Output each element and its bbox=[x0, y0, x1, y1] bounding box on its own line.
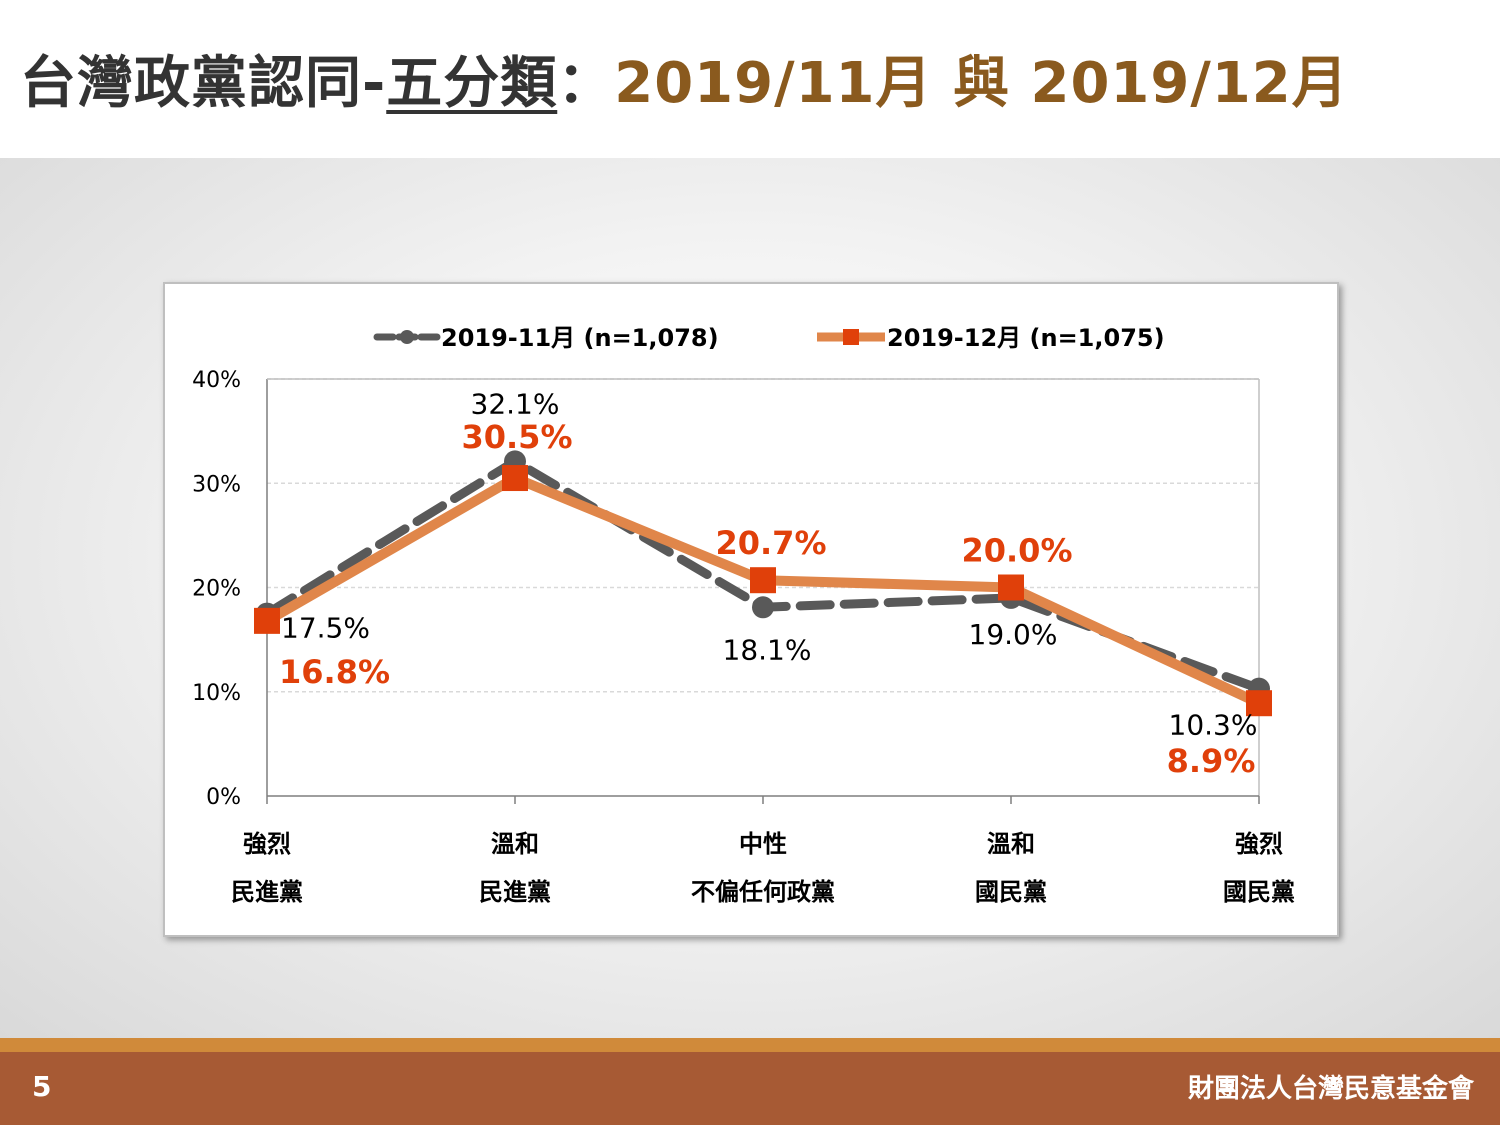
title-separator: ： bbox=[557, 51, 615, 116]
legend-dec-marker bbox=[843, 329, 859, 345]
data-label-nov: 18.1% bbox=[723, 633, 812, 666]
footer-stripe bbox=[0, 1038, 1500, 1052]
data-label-dec: 30.5% bbox=[461, 418, 572, 456]
y-tick-label: 40% bbox=[192, 368, 241, 393]
title-main: 台灣政黨認同- bbox=[20, 51, 387, 116]
y-tick-label: 30% bbox=[192, 472, 241, 497]
series-dec-point bbox=[998, 574, 1024, 601]
data-label-nov: 32.1% bbox=[471, 387, 560, 420]
chart-container: 0% 10% 20% 30% 40% 強烈民進黨 溫和民進黨 中性不偏任何政黨 溫和國民黨 強烈國… bbox=[163, 282, 1339, 937]
legend-nov-marker bbox=[400, 330, 414, 344]
data-label-dec: 16.8% bbox=[279, 653, 390, 691]
series-nov-point bbox=[752, 596, 774, 619]
category-label: 民進黨 bbox=[479, 878, 551, 906]
category-label: 民進黨 bbox=[231, 878, 303, 906]
y-tick-label: 20% bbox=[192, 577, 241, 602]
category-label: 國民黨 bbox=[975, 878, 1047, 906]
data-label-dec: 8.9% bbox=[1167, 742, 1256, 780]
series-dec-point bbox=[1246, 690, 1272, 717]
legend-nov-label: 2019-11月 (n=1,078) bbox=[441, 324, 719, 352]
y-tick-label: 10% bbox=[192, 681, 241, 706]
y-tick-label: 0% bbox=[206, 785, 241, 810]
category-label: 強烈 bbox=[243, 830, 291, 858]
category-label: 強烈 bbox=[1235, 830, 1283, 858]
category-label: 溫和 bbox=[987, 830, 1035, 858]
data-label-dec: 20.7% bbox=[715, 524, 826, 562]
legend: 2019-11月 (n=1,078) 2019-12月 (n=1,075) bbox=[373, 324, 1165, 352]
legend-dec-label: 2019-12月 (n=1,075) bbox=[887, 324, 1165, 352]
category-label: 國民黨 bbox=[1223, 878, 1295, 906]
footer: 5 財團法人台灣民意基金會 bbox=[0, 1052, 1500, 1125]
page-number: 5 bbox=[32, 1070, 52, 1103]
series bbox=[254, 450, 1272, 717]
series-dec-point bbox=[254, 607, 280, 634]
data-label-nov: 10.3% bbox=[1169, 709, 1258, 742]
organization-name: 財團法人台灣民意基金會 bbox=[1187, 1074, 1474, 1104]
series-dec-point bbox=[502, 465, 528, 492]
data-label-dec: 20.0% bbox=[961, 532, 1072, 570]
category-label: 中性 bbox=[739, 830, 787, 858]
data-label-nov: 17.5% bbox=[281, 612, 370, 645]
title-dates: 2019/11月 與 2019/12月 bbox=[614, 51, 1349, 116]
title-underlined: 五分類 bbox=[386, 51, 558, 116]
page-title: 台灣政黨認同-五分類：2019/11月 與 2019/12月 bbox=[20, 38, 1349, 119]
data-labels: 17.5% 32.1% 18.1% 19.0% 10.3% 16.8% 30.5% 20.7%… bbox=[279, 387, 1257, 780]
data-label-nov: 19.0% bbox=[969, 618, 1058, 651]
title-bar: 台灣政黨認同-五分類：2019/11月 與 2019/12月 bbox=[0, 0, 1500, 158]
series-dec-point bbox=[750, 567, 776, 594]
category-label: 不偏任何政黨 bbox=[691, 878, 835, 906]
category-label: 溫和 bbox=[491, 830, 539, 858]
